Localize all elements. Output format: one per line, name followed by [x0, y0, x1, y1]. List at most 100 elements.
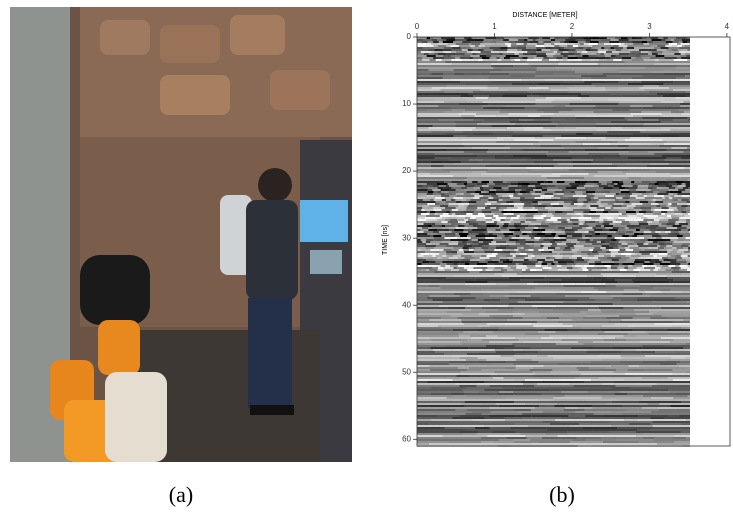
radar-stripe — [530, 339, 562, 341]
radar-stripe — [490, 71, 535, 73]
radar-stripe — [547, 219, 553, 221]
radar-stripe — [572, 227, 582, 229]
radar-stripe — [436, 251, 439, 253]
radar-stripe — [468, 347, 504, 349]
radar-stripe — [485, 45, 493, 47]
radar-stripe — [639, 47, 644, 49]
radar-stripe — [574, 245, 584, 247]
radar-stripe — [417, 73, 432, 75]
radar-stripe — [476, 217, 484, 219]
radar-stripe — [542, 269, 548, 271]
radar-stripe — [417, 55, 423, 57]
radar-stripe — [536, 117, 552, 119]
radar-stripe — [670, 51, 679, 53]
radar-stripe — [565, 39, 575, 41]
radar-stripe — [495, 183, 501, 185]
radar-stripe — [564, 393, 614, 395]
radar-stripe — [604, 255, 611, 257]
radar-stripe — [465, 365, 487, 367]
radar-stripe — [675, 67, 689, 69]
radar-stripe — [641, 55, 650, 57]
radar-stripe — [689, 217, 691, 219]
radar-stripe — [514, 201, 522, 203]
radar-stripe — [562, 231, 565, 233]
radar-stripe — [555, 263, 559, 265]
radar-stripe — [500, 229, 509, 231]
radar-stripe — [596, 211, 603, 213]
radar-stripe — [675, 55, 681, 57]
radar-stripe — [457, 183, 464, 185]
radar-stripe — [582, 233, 592, 235]
radar-stripe — [628, 333, 649, 335]
radar-stripe — [443, 435, 487, 437]
radar-stripe — [675, 213, 683, 215]
radar-stripe — [500, 153, 547, 155]
radar-stripe — [668, 333, 690, 335]
radar-stripe — [442, 201, 446, 203]
radar-stripe — [572, 269, 583, 271]
radar-stripe — [631, 253, 635, 255]
radar-stripe — [506, 361, 538, 363]
radar-stripe — [661, 47, 669, 49]
radar-stripe — [572, 187, 577, 189]
radar-stripe — [486, 265, 497, 267]
radar-stripe — [640, 239, 648, 241]
radar-stripe — [604, 339, 626, 341]
radar-stripe — [667, 223, 675, 225]
radar-stripe — [529, 147, 565, 149]
radar-stripe — [477, 265, 483, 267]
radar-stripe — [417, 429, 466, 431]
radar-stripe — [456, 201, 462, 203]
radar-stripe — [526, 61, 548, 63]
radar-stripe — [506, 429, 547, 431]
radar-stripe — [652, 185, 659, 187]
radar-stripe — [490, 57, 497, 59]
radar-stripe — [522, 201, 533, 203]
radar-stripe — [539, 405, 554, 407]
radar-stripe — [603, 73, 620, 75]
radar-stripe — [438, 325, 477, 327]
radar-stripe — [569, 197, 579, 199]
radar-stripe — [479, 193, 490, 195]
radar-stripe — [456, 67, 494, 69]
radar-stripe — [591, 253, 598, 255]
radar-stripe — [549, 257, 555, 259]
radar-stripe — [509, 229, 520, 231]
radar-stripe — [545, 195, 554, 197]
radar-stripe — [678, 349, 690, 351]
radar-stripe — [499, 53, 503, 55]
radar-stripe — [531, 347, 571, 349]
radar-stripe — [551, 89, 569, 91]
radar-stripe — [451, 107, 484, 109]
radar-stripe — [611, 387, 631, 389]
radar-stripe — [575, 231, 585, 233]
radar-stripe — [504, 271, 522, 273]
radar-stripe — [448, 43, 456, 45]
radar-stripe — [680, 103, 690, 105]
radar-stripe — [678, 239, 684, 241]
radar-stripe — [564, 193, 572, 195]
radar-stripe — [637, 167, 684, 169]
radar-stripe — [417, 389, 440, 391]
radar-stripe — [627, 193, 632, 195]
radar-stripe — [482, 105, 505, 107]
radar-stripe — [417, 69, 428, 71]
radar-stripe — [562, 241, 571, 243]
radar-stripe — [615, 223, 621, 225]
radar-stripe — [601, 203, 608, 205]
radar-stripe — [481, 189, 484, 191]
radar-stripe — [666, 269, 674, 271]
radar-stripe — [587, 223, 597, 225]
radar-stripe — [592, 99, 607, 101]
radar-stripe — [424, 231, 434, 233]
radar-stripe — [449, 213, 452, 215]
radar-stripe — [601, 329, 620, 331]
radar-stripe — [477, 263, 487, 265]
radar-stripe — [417, 431, 460, 433]
radar-stripe — [678, 249, 688, 251]
radar-stripe — [465, 225, 474, 227]
radar-stripe — [509, 223, 514, 225]
radar-stripe — [537, 279, 562, 281]
radar-stripe — [589, 207, 597, 209]
radar-stripe — [639, 409, 658, 411]
